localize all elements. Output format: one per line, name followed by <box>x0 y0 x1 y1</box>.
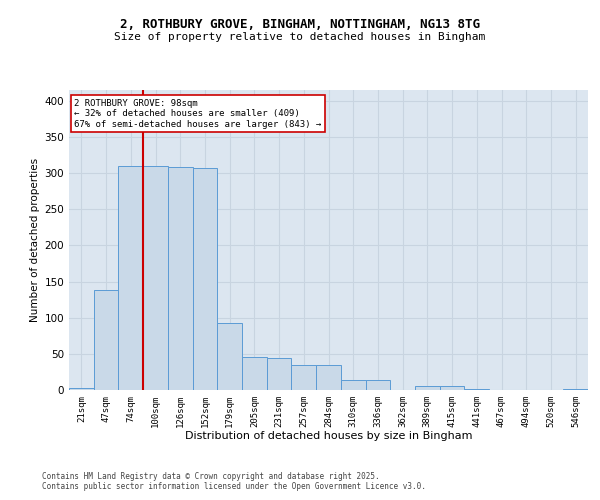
Bar <box>217 323 242 390</box>
Bar <box>69 388 94 390</box>
Bar <box>118 166 143 390</box>
Bar <box>292 366 316 390</box>
Text: Contains HM Land Registry data © Crown copyright and database right 2025.: Contains HM Land Registry data © Crown c… <box>42 472 380 481</box>
Bar <box>242 358 267 390</box>
Bar <box>267 358 292 390</box>
Bar <box>143 166 168 390</box>
Text: 2, ROTHBURY GROVE, BINGHAM, NOTTINGHAM, NG13 8TG: 2, ROTHBURY GROVE, BINGHAM, NOTTINGHAM, … <box>120 18 480 30</box>
Text: Contains public sector information licensed under the Open Government Licence v3: Contains public sector information licen… <box>42 482 426 491</box>
Text: Size of property relative to detached houses in Bingham: Size of property relative to detached ho… <box>115 32 485 42</box>
Bar <box>365 380 390 390</box>
Bar <box>563 388 588 390</box>
Bar <box>316 366 341 390</box>
Bar <box>168 168 193 390</box>
Y-axis label: Number of detached properties: Number of detached properties <box>30 158 40 322</box>
Text: 2 ROTHBURY GROVE: 98sqm
← 32% of detached houses are smaller (409)
67% of semi-d: 2 ROTHBURY GROVE: 98sqm ← 32% of detache… <box>74 99 322 129</box>
X-axis label: Distribution of detached houses by size in Bingham: Distribution of detached houses by size … <box>185 432 472 442</box>
Bar <box>415 386 440 390</box>
Bar <box>341 380 365 390</box>
Bar <box>94 290 118 390</box>
Bar <box>440 386 464 390</box>
Bar <box>193 168 217 390</box>
